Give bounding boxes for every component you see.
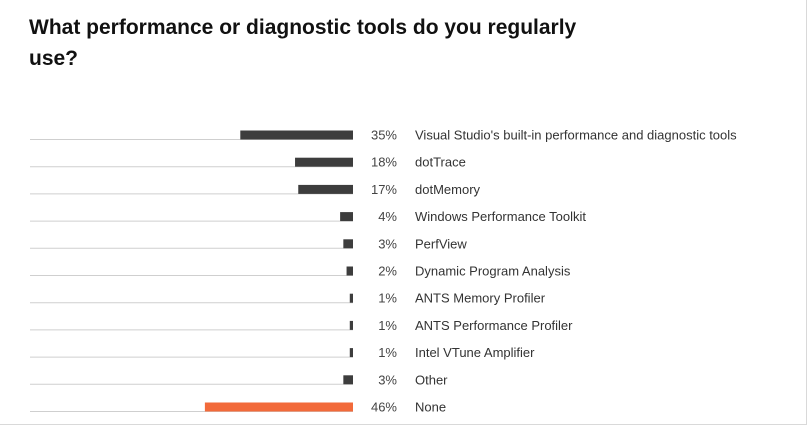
bar xyxy=(349,320,353,330)
category-label: Other xyxy=(415,372,448,387)
category-label: Intel VTune Amplifier xyxy=(415,345,535,360)
category-label: dotMemory xyxy=(415,182,481,197)
bar xyxy=(204,402,353,412)
category-label: Windows Performance Toolkit xyxy=(415,209,586,224)
bar xyxy=(240,130,353,140)
data-label: 3% xyxy=(378,372,397,387)
bar xyxy=(340,212,353,222)
bar-row: 3% PerfView xyxy=(30,236,467,251)
data-label: 4% xyxy=(378,209,397,224)
bar xyxy=(298,184,353,194)
chart-title: What performance or diagnostic tools do … xyxy=(29,16,577,70)
data-label: 17% xyxy=(371,182,397,197)
bar-row: 3% Other xyxy=(30,372,448,387)
bar-row: 17% dotMemory xyxy=(30,182,481,197)
bar xyxy=(295,157,353,167)
category-label: dotTrace xyxy=(415,155,466,170)
data-label: 3% xyxy=(378,236,397,251)
bar xyxy=(343,239,353,249)
bar-row: 2% Dynamic Program Analysis xyxy=(30,264,571,279)
category-label: None xyxy=(415,400,446,415)
bar-row: 35% Visual Studio's built-in performance … xyxy=(30,128,737,143)
bar-row: 1% ANTS Performance Profiler xyxy=(30,318,573,333)
bar xyxy=(349,293,353,303)
bar-row: 1% Intel VTune Amplifier xyxy=(30,345,535,360)
category-label: PerfView xyxy=(415,236,467,251)
data-label: 2% xyxy=(378,264,397,279)
category-label: Dynamic Program Analysis xyxy=(415,264,571,279)
bar-row: 18% dotTrace xyxy=(30,155,466,170)
bar xyxy=(346,266,353,276)
category-label: Visual Studio's built-in performance and… xyxy=(415,128,737,143)
data-label: 35% xyxy=(371,128,397,143)
data-label: 1% xyxy=(378,318,397,333)
bar xyxy=(349,348,353,358)
bar xyxy=(343,375,353,385)
data-label: 1% xyxy=(378,291,397,306)
data-label: 46% xyxy=(371,400,397,415)
category-label: ANTS Performance Profiler xyxy=(415,318,573,333)
bar-row: 1% ANTS Memory Profiler xyxy=(30,291,546,306)
data-label: 18% xyxy=(371,155,397,170)
bar-row: 46% None xyxy=(30,400,446,415)
data-label: 1% xyxy=(378,345,397,360)
category-label: ANTS Memory Profiler xyxy=(415,291,546,306)
bar-row: 4% Windows Performance Toolkit xyxy=(30,209,586,224)
